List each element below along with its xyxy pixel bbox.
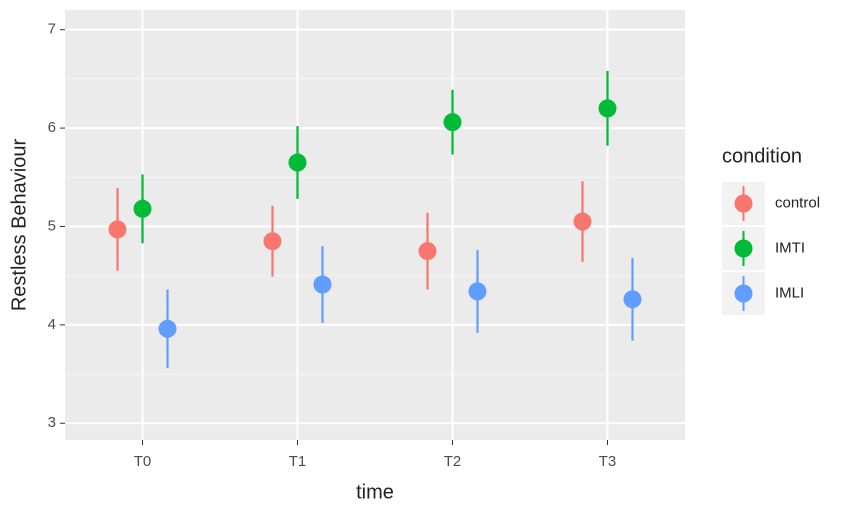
point	[623, 290, 642, 309]
x-tick-label: T1	[289, 453, 307, 470]
panel	[65, 10, 685, 440]
point	[443, 113, 462, 132]
y-tick-label: 6	[48, 119, 56, 136]
point	[133, 199, 152, 218]
point	[573, 212, 592, 231]
legend-key-point	[734, 284, 753, 303]
y-tick-label: 5	[48, 217, 56, 234]
x-axis-title: time	[356, 481, 394, 503]
legend-key-point	[734, 194, 753, 213]
legend-title: condition	[722, 145, 802, 167]
point	[108, 220, 127, 239]
point	[468, 282, 487, 301]
x-tick-label: T3	[599, 453, 617, 470]
y-tick-label: 4	[48, 316, 56, 333]
x-tick-label: T0	[134, 453, 152, 470]
point	[288, 153, 307, 172]
legend-label: IMLI	[775, 284, 804, 301]
point	[313, 275, 332, 294]
legend-label: IMTI	[775, 239, 805, 256]
legend-label: control	[775, 194, 820, 211]
y-axis-title: Restless Behaviour	[8, 139, 30, 312]
point	[158, 319, 177, 338]
point	[598, 99, 617, 118]
point	[418, 242, 437, 261]
legend-key-point	[734, 239, 753, 258]
point	[263, 232, 282, 251]
x-tick-label: T2	[444, 453, 462, 470]
y-tick-label: 3	[48, 414, 56, 431]
y-tick-label: 7	[48, 21, 56, 38]
